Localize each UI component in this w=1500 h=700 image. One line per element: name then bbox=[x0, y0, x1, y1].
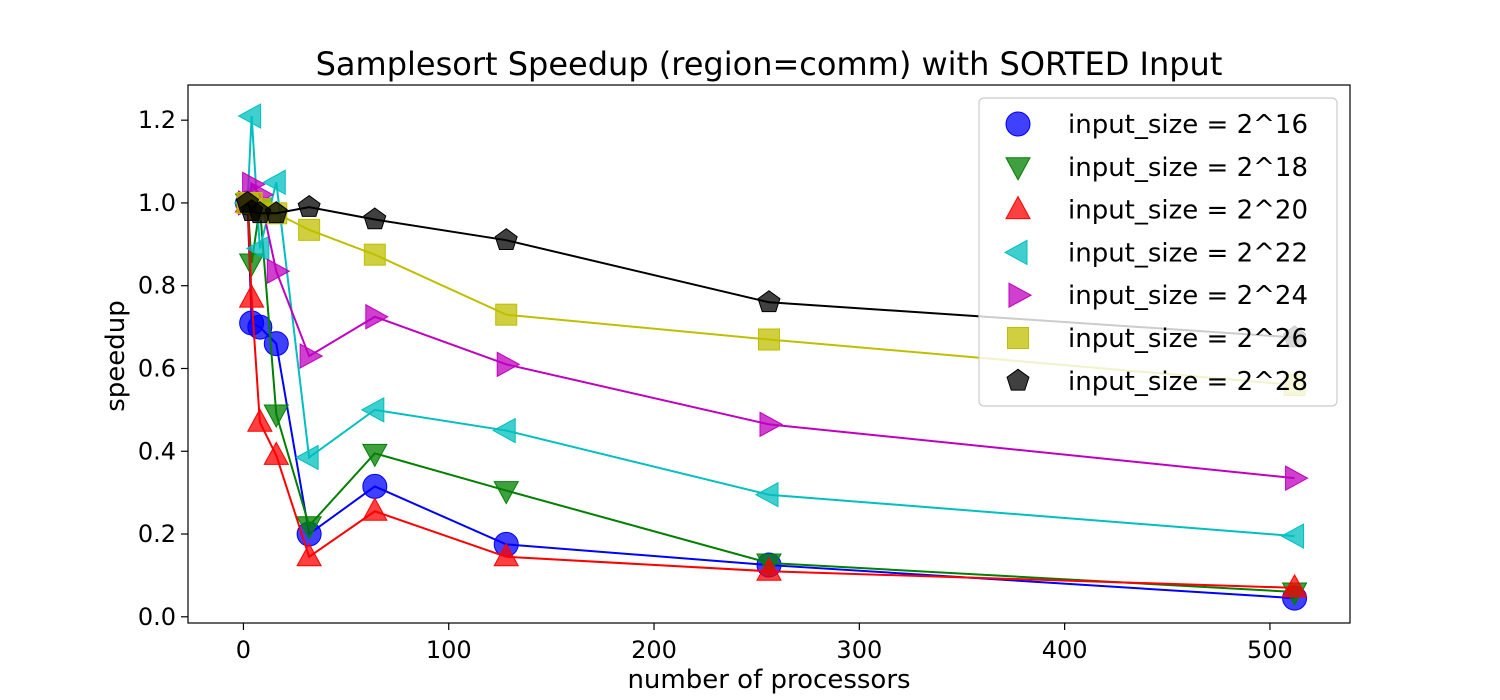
data-point bbox=[263, 404, 290, 429]
data-point bbox=[757, 290, 781, 313]
legend-box bbox=[978, 97, 1338, 407]
data-point bbox=[754, 481, 779, 508]
x-tick-label: 100 bbox=[426, 636, 472, 664]
data-point bbox=[295, 444, 319, 471]
x-tick-label: 400 bbox=[1042, 636, 1088, 664]
y-tick-label: 0.4 bbox=[138, 437, 176, 465]
x-tick-label: 300 bbox=[836, 636, 882, 664]
data-point bbox=[363, 207, 387, 230]
data-point bbox=[493, 481, 520, 505]
data-point bbox=[266, 258, 291, 285]
data-point bbox=[237, 103, 262, 129]
data-point bbox=[296, 516, 322, 540]
x-axis-label: number of processors bbox=[627, 665, 910, 695]
data-point bbox=[758, 328, 780, 351]
data-point bbox=[756, 557, 782, 581]
y-tick-label: 0.0 bbox=[138, 603, 176, 631]
legend-label: input_size = 2^20 bbox=[1068, 196, 1308, 226]
data-point bbox=[238, 253, 265, 277]
data-point bbox=[495, 303, 518, 326]
data-point bbox=[264, 201, 288, 224]
data-point bbox=[1281, 573, 1308, 598]
data-point bbox=[363, 243, 386, 266]
legend-marker bbox=[1007, 327, 1029, 349]
data-point bbox=[238, 284, 265, 308]
x-tick-label: 500 bbox=[1247, 636, 1293, 664]
data-point bbox=[245, 235, 270, 262]
legend-marker bbox=[1008, 282, 1033, 309]
data-point bbox=[759, 411, 784, 438]
legend-label: input_size = 2^28 bbox=[1068, 367, 1308, 397]
data-point bbox=[492, 417, 516, 444]
plot-area: 0 100 200 300 400 500 0.0 0.2 0.4 0.6 0.8 1.0 1.2 bbox=[138, 84, 1351, 664]
y-tick-label: 0.8 bbox=[138, 272, 176, 300]
data-point bbox=[494, 228, 518, 250]
data-point bbox=[360, 397, 385, 423]
y-tick-label: 0.2 bbox=[138, 520, 176, 548]
legend-marker bbox=[1006, 368, 1030, 391]
y-axis-label: speedup bbox=[101, 300, 131, 412]
data-point bbox=[297, 194, 321, 217]
chart-title: Samplesort Speedup (region=comm) with SO… bbox=[316, 45, 1223, 83]
y-tick-label: 0.6 bbox=[138, 354, 176, 382]
legend-marker bbox=[1005, 195, 1031, 220]
data-point bbox=[365, 303, 389, 330]
legend-marker bbox=[1005, 157, 1031, 181]
data-point bbox=[296, 542, 322, 567]
x-tick-label: 0 bbox=[236, 636, 251, 664]
plot-frame bbox=[187, 84, 1351, 624]
y-tick-label: 1.0 bbox=[138, 189, 176, 217]
data-point bbox=[263, 331, 289, 357]
legend-label: input_size = 2^24 bbox=[1068, 281, 1308, 311]
data-point bbox=[1285, 465, 1309, 491]
data-point bbox=[493, 542, 520, 567]
data-point bbox=[361, 497, 388, 521]
x-tick-label: 200 bbox=[631, 636, 677, 664]
data-point bbox=[263, 441, 290, 465]
data-point bbox=[298, 218, 321, 241]
data-point bbox=[262, 169, 286, 196]
legend-label: input_size = 2^18 bbox=[1068, 153, 1308, 183]
legend-label: input_size = 2^22 bbox=[1068, 238, 1308, 268]
legend-marker bbox=[1005, 111, 1031, 137]
data-point bbox=[361, 443, 388, 468]
series-group bbox=[236, 190, 1307, 348]
data-point bbox=[1280, 523, 1305, 549]
legend-marker bbox=[1003, 239, 1028, 266]
legend-label: input_size = 2^16 bbox=[1068, 110, 1308, 140]
y-tick-label: 1.2 bbox=[138, 106, 176, 134]
data-point bbox=[496, 351, 521, 378]
legend-label: input_size = 2^26 bbox=[1068, 324, 1308, 354]
data-point bbox=[362, 473, 388, 499]
data-point bbox=[247, 408, 273, 432]
data-point bbox=[299, 343, 324, 369]
legend: input_size = 2^16 input_size = 2^18 input_… bbox=[978, 97, 1338, 407]
